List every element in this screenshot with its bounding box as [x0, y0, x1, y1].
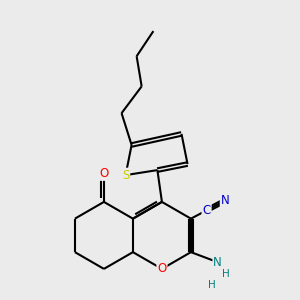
Text: O: O — [99, 167, 109, 180]
Text: S: S — [122, 169, 129, 182]
Text: O: O — [157, 262, 167, 275]
Text: H: H — [222, 269, 230, 279]
Text: N: N — [213, 256, 222, 269]
Text: C: C — [202, 204, 211, 217]
Text: N: N — [221, 194, 230, 207]
Text: H: H — [208, 280, 216, 290]
